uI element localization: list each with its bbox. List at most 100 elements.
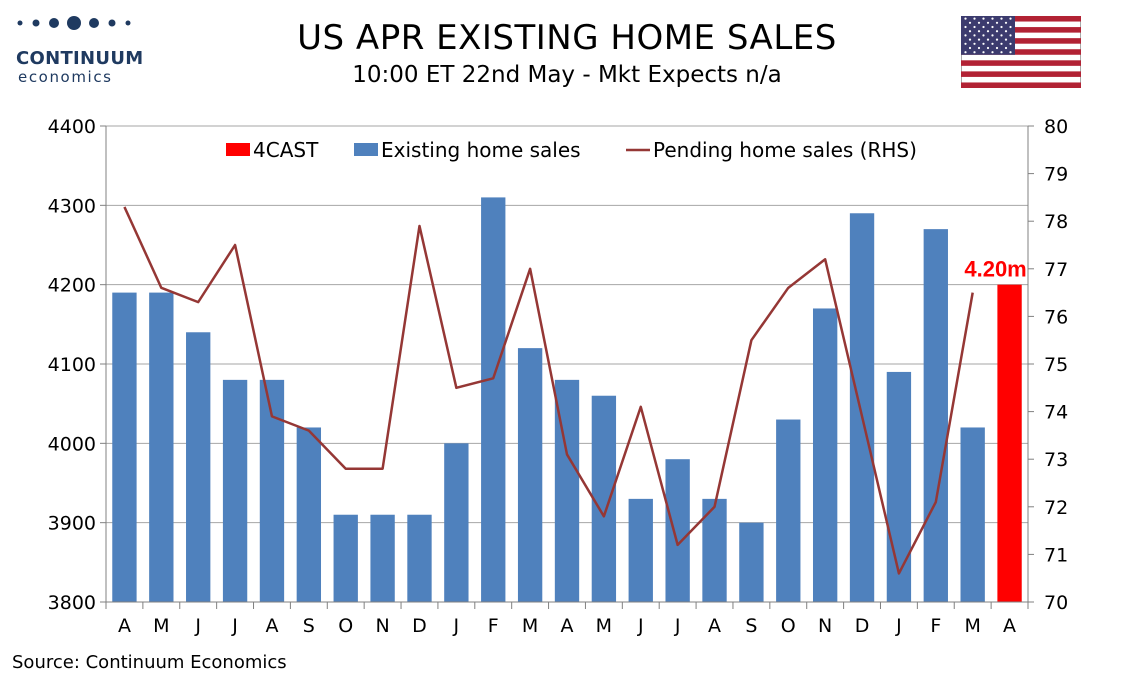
flag-star <box>964 51 967 54</box>
x-axis-tick-label: D <box>855 615 870 637</box>
flag-star <box>1009 25 1012 29</box>
bar-existing-home-sales <box>112 292 137 602</box>
right-axis-tick-label: 72 <box>1044 497 1068 519</box>
flag-star <box>995 46 999 50</box>
flag-star <box>995 38 999 41</box>
x-axis-tick-label: N <box>375 615 389 637</box>
left-axis-tick-label: 4200 <box>48 275 96 297</box>
x-axis-tick-label: J <box>453 615 460 637</box>
flag-star <box>977 30 981 33</box>
bar-existing-home-sales <box>149 292 174 602</box>
logo-subname: economics <box>18 68 113 86</box>
flag-star <box>964 42 967 45</box>
bar-existing-home-sales <box>591 395 617 602</box>
bar-existing-home-sales <box>776 419 801 602</box>
bar-existing-home-sales <box>186 332 211 602</box>
legend-swatch <box>226 143 250 156</box>
flag-star <box>964 25 967 29</box>
flag-star <box>1009 42 1012 45</box>
flag-star <box>995 21 999 24</box>
flag-stripe <box>961 60 1081 66</box>
x-axis-tick-label: J <box>231 615 238 637</box>
right-axis-tick-label: 80 <box>1044 116 1068 138</box>
bar-4cast <box>997 284 1022 602</box>
flag-star <box>1009 17 1012 20</box>
left-axis-tick-label: 3800 <box>48 592 96 614</box>
flag-star <box>986 46 990 50</box>
flag-star <box>973 17 976 20</box>
flag-star <box>1000 17 1003 20</box>
x-axis-tick-label: M <box>153 615 169 637</box>
flag-star <box>995 30 999 33</box>
x-axis-tick-label: O <box>781 615 796 637</box>
bar-existing-home-sales <box>665 459 690 602</box>
right-axis-tick-label: 77 <box>1044 259 1068 281</box>
bar-existing-home-sales <box>849 213 875 602</box>
flag-star <box>1004 46 1008 50</box>
flag-stripe <box>961 82 1081 88</box>
left-axis-tick-label: 4000 <box>48 433 96 455</box>
legend-item: Pending home sales (RHS) <box>626 138 917 162</box>
chart-title: US APR EXISTING HOME SALES <box>297 18 837 58</box>
flag-star <box>986 21 990 24</box>
flag-star <box>986 38 990 41</box>
right-axis-tick-label: 78 <box>1044 211 1068 233</box>
flag-star <box>986 30 990 33</box>
x-axis-tick-label: O <box>338 615 353 637</box>
flag-star <box>1000 25 1003 29</box>
left-axis-tick-label: 4400 <box>48 116 96 138</box>
flag-star <box>973 51 976 54</box>
right-axis-tick-label: 71 <box>1044 544 1068 566</box>
flag-star <box>968 46 972 50</box>
flag-star <box>982 17 985 20</box>
forecast-callout: 4.20m <box>964 257 1026 282</box>
right-axis-tick-label: 76 <box>1044 306 1068 328</box>
flag-star <box>1004 30 1008 33</box>
logo-name: CONTINUUM <box>16 48 144 69</box>
x-axis-tick-label: D <box>412 615 427 637</box>
bar-existing-home-sales <box>296 427 322 602</box>
flag-star <box>964 34 967 37</box>
flag-star <box>982 42 985 45</box>
flag-star <box>982 51 985 54</box>
bar-existing-home-sales <box>222 379 248 602</box>
x-axis-tick-label: J <box>674 615 681 637</box>
flag-stripe <box>961 49 1081 55</box>
legend-swatch <box>354 143 378 156</box>
right-axis-tick-label: 74 <box>1044 402 1068 424</box>
bar-existing-home-sales <box>739 522 764 602</box>
x-axis-tick-label: J <box>637 615 644 637</box>
flag-stripe <box>961 27 1081 33</box>
legend-label: Pending home sales (RHS) <box>653 138 917 162</box>
flag-star <box>1000 42 1003 45</box>
right-axis-tick-label: 75 <box>1044 354 1068 376</box>
legend-label: 4CAST <box>253 138 319 162</box>
flag-star <box>973 42 976 45</box>
line-series <box>123 206 974 575</box>
x-axis-tick-label: A <box>1003 615 1016 637</box>
us-flag-icon <box>961 16 1081 88</box>
flag-star <box>977 46 981 50</box>
bar-existing-home-sales <box>960 427 985 602</box>
left-axis-tick-label: 4300 <box>48 195 96 217</box>
x-axis-tick-label: A <box>118 615 131 637</box>
flag-star <box>982 25 985 29</box>
flag-star <box>968 38 972 41</box>
bar-existing-home-sales <box>517 348 543 602</box>
x-axis-tick-label: N <box>818 615 832 637</box>
gridlines <box>106 125 1028 524</box>
legend-item: Existing home sales <box>354 138 581 162</box>
bar-existing-home-sales <box>628 498 653 602</box>
x-axis-tick-label: M <box>522 615 538 637</box>
legend: 4CAST Existing home sales Pending home sal… <box>226 138 917 162</box>
legend-item: 4CAST <box>226 138 319 162</box>
x-axis-tick-label: A <box>561 615 574 637</box>
legend-label: Existing home sales <box>381 138 581 162</box>
bars <box>112 197 1022 602</box>
bar-existing-home-sales <box>370 514 395 602</box>
flag-star <box>968 21 972 24</box>
left-axis-tick-label: 3900 <box>48 513 96 535</box>
source-note: Source: Continuum Economics <box>12 652 287 673</box>
flag-stripe <box>961 16 1081 22</box>
flag-star <box>1009 34 1012 37</box>
